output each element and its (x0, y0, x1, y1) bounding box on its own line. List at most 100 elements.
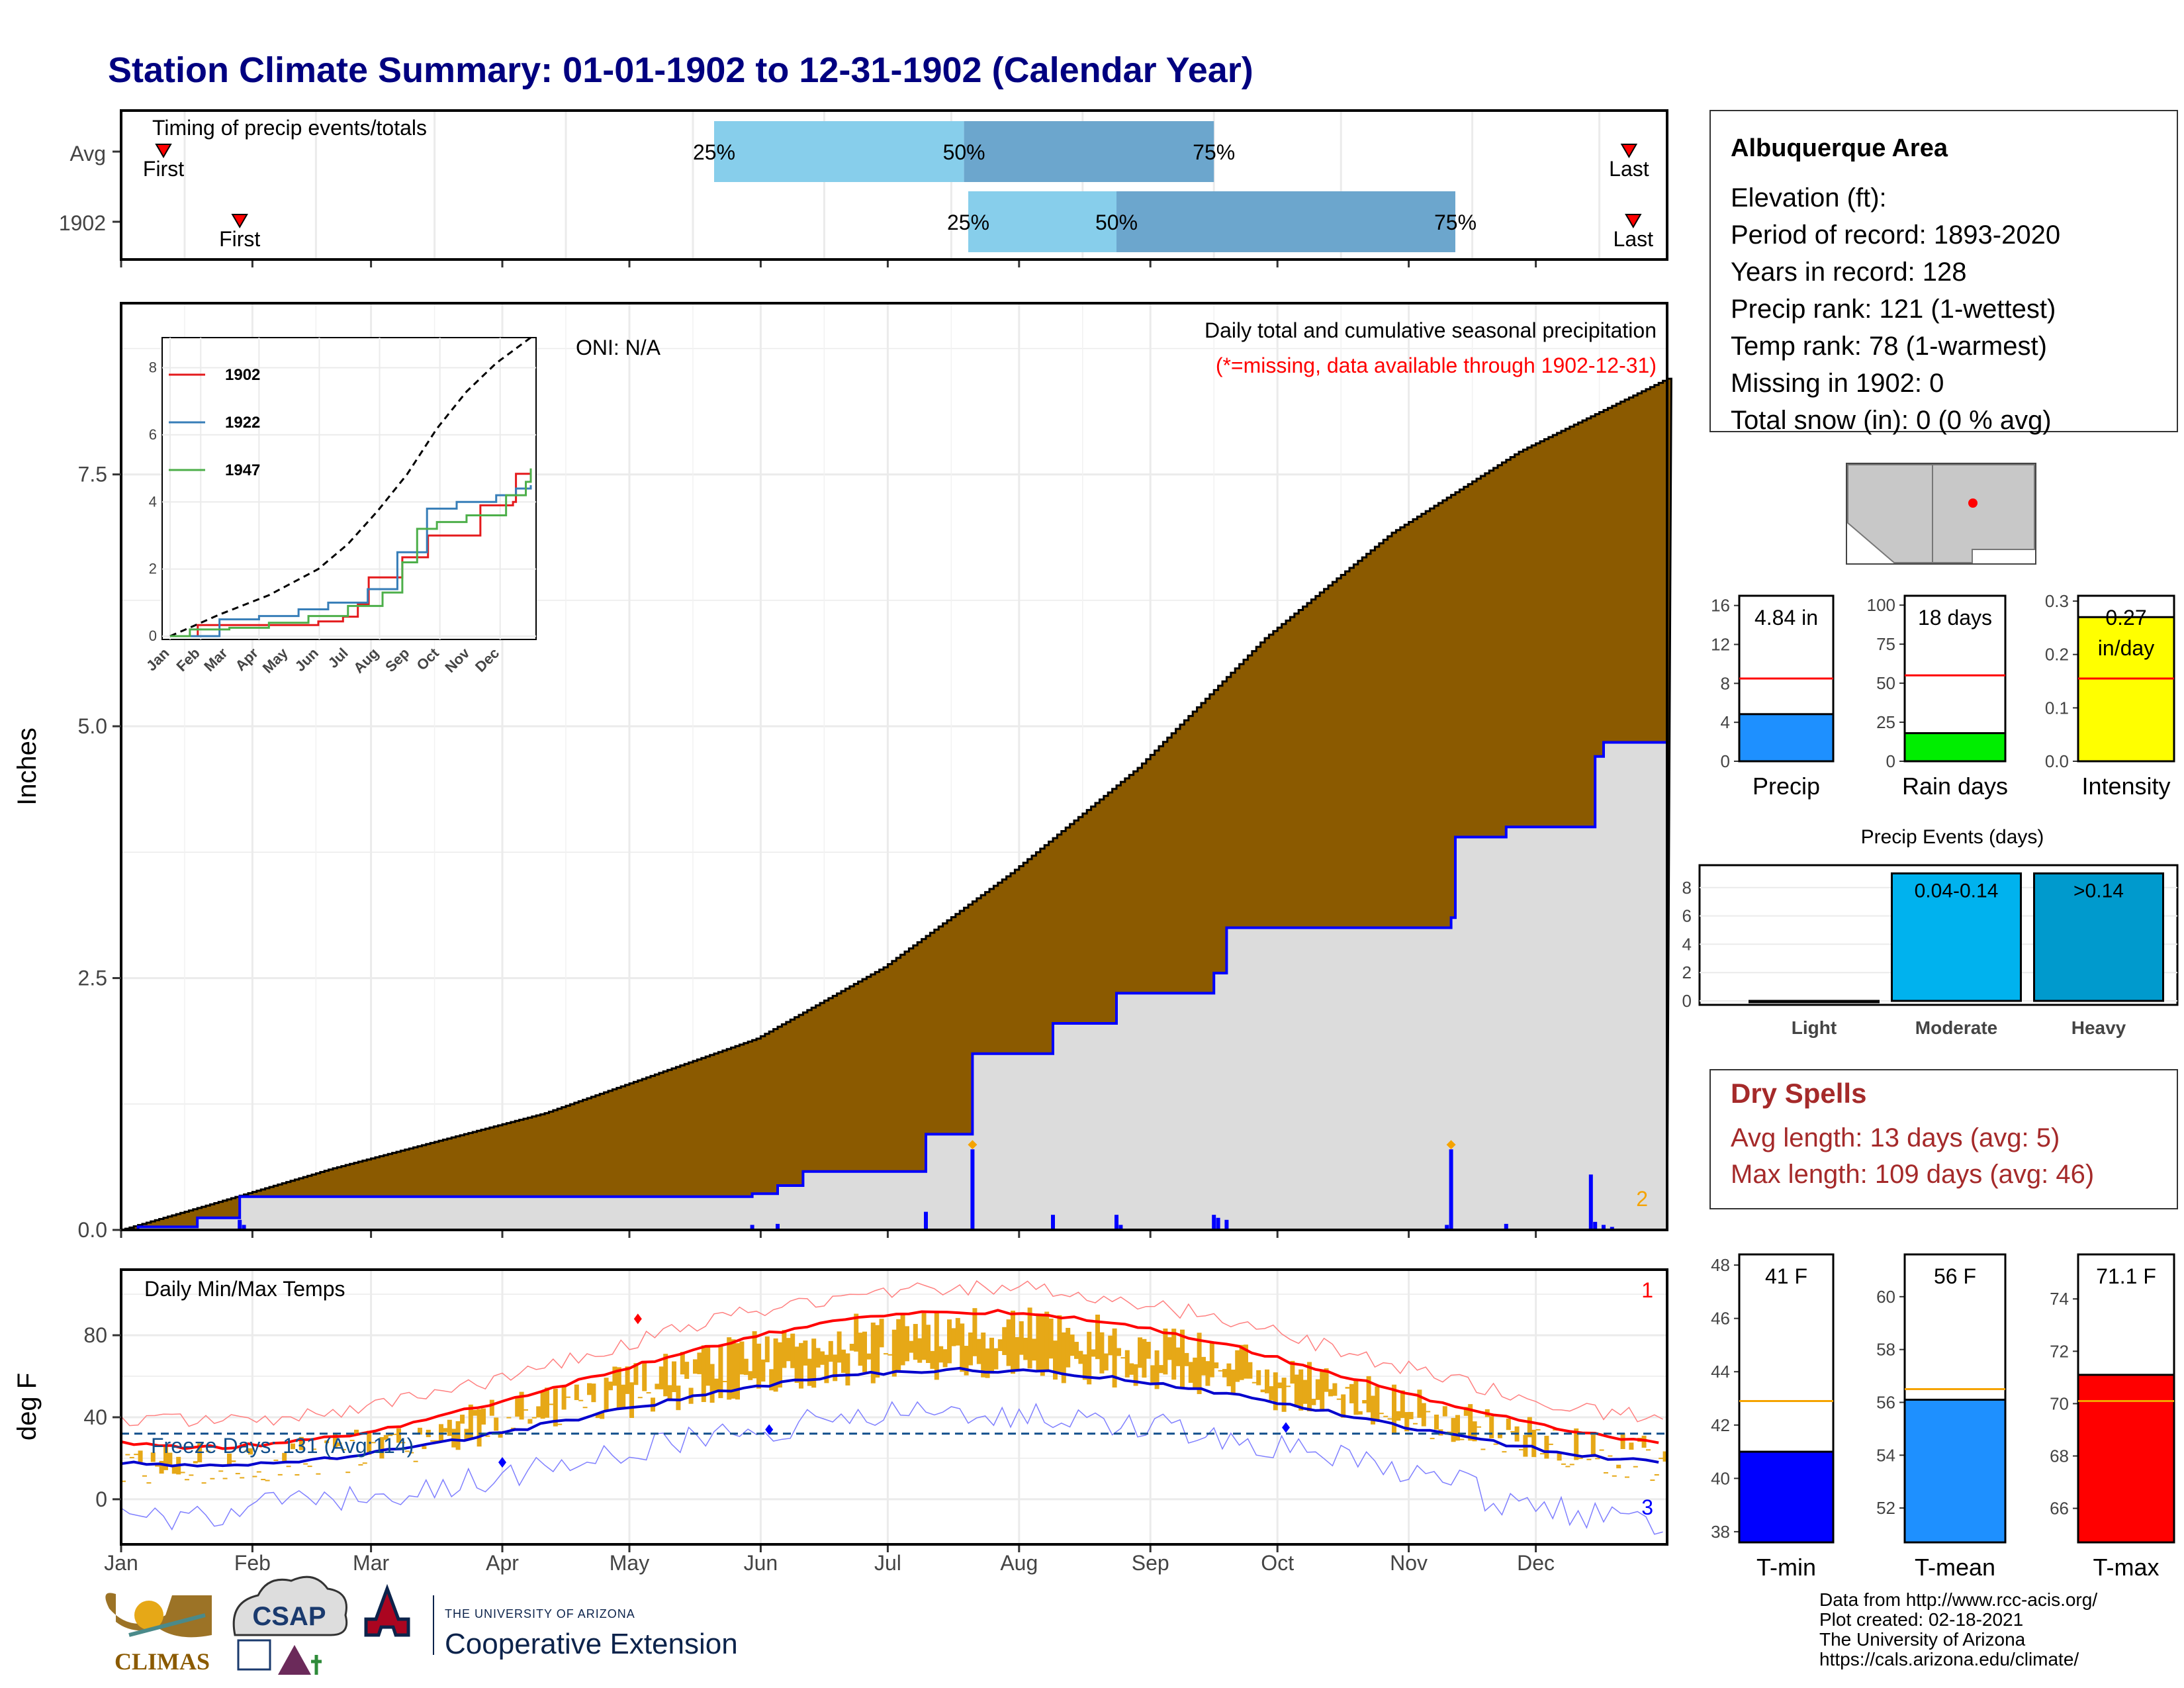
month-label: Mar (353, 1551, 389, 1575)
footer-line: The University of Arizona (1819, 1629, 2026, 1650)
daily-temp-range-bar (400, 1442, 406, 1444)
daily-temp-range-bar (362, 1462, 367, 1464)
daily-temp-range-bar (1519, 1449, 1524, 1451)
y-tick-label: 44 (1711, 1362, 1730, 1382)
dry-spells-avg: Avg length: 13 days (avg: 5) (1731, 1123, 2060, 1152)
daily-temp-range-bar (1290, 1360, 1295, 1384)
daily-temp-range-bar (663, 1354, 668, 1397)
daily-temp-range-bar (824, 1354, 829, 1383)
y-tick-label: 12 (1711, 635, 1730, 655)
daily-temp-range-bar (917, 1338, 923, 1363)
daily-temp-range-bar (595, 1414, 600, 1419)
daily-temp-range-bar (282, 1452, 287, 1464)
daily-temp-range-bar (349, 1440, 355, 1442)
temp-label: Daily Min/Max Temps (144, 1277, 345, 1301)
daily-temp-range-bar (345, 1472, 351, 1474)
daily-temp-range-bar (1251, 1382, 1257, 1383)
y-tick-label: 40 (1711, 1468, 1730, 1488)
daily-temp-range-bar (197, 1443, 203, 1463)
events-bar-label: 0.04-0.14 (1915, 880, 1999, 902)
inset-line-1922 (170, 485, 532, 637)
daily-temp-range-bar (1171, 1329, 1177, 1380)
daily-temp-range-bar (764, 1336, 770, 1362)
daily-temp-range-bar (1659, 1458, 1664, 1460)
daily-temp-range-bar (193, 1461, 198, 1464)
daily-temp-range-bar (201, 1482, 206, 1484)
daily-temp-range-bar (1426, 1411, 1431, 1413)
daily-temp-range-bar (1095, 1314, 1100, 1360)
daily-temp-range-bar (1230, 1370, 1236, 1393)
timing-bar-50-75 (964, 121, 1214, 182)
daily-temp-range-bar (1175, 1347, 1181, 1366)
daily-temp-range-bar (1091, 1349, 1096, 1357)
bar-name: Rain days (1902, 773, 2008, 800)
daily-temp-range-bar (616, 1367, 621, 1409)
daily-temp-range-bar (341, 1448, 346, 1450)
daily-temp-range-bar (993, 1348, 999, 1370)
daily-temp-range-bar (684, 1362, 690, 1379)
daily-temp-range-bar (222, 1477, 228, 1479)
daily-temp-range-bar (909, 1340, 914, 1353)
daily-temp-range-bar (1078, 1350, 1083, 1364)
daily-temp-range-bar (1197, 1333, 1202, 1394)
inset-month-label: Feb (173, 645, 203, 675)
daily-temp-range-bar (460, 1415, 465, 1424)
daily-temp-range-bar (1265, 1369, 1269, 1393)
daily-temp-range-bar (655, 1383, 660, 1389)
daily-temp-range-bar (1569, 1464, 1574, 1466)
daily-temp-range-bar (1167, 1337, 1172, 1360)
daily-temp-range-bar (379, 1436, 385, 1459)
daily-temp-range-bar (854, 1313, 859, 1352)
daily-temp-range-bar (167, 1452, 173, 1466)
daily-temp-range-bar (960, 1323, 965, 1372)
info-line: Elevation (ft): (1731, 183, 1887, 212)
y-tick-label: 0.0 (78, 1218, 107, 1242)
value-bar (1738, 713, 1835, 763)
daily-precip-bar (1449, 1149, 1453, 1230)
daily-temp-range-bar (1502, 1451, 1507, 1453)
daily-temp-range-bar (811, 1338, 817, 1388)
daily-temp-range-bar (1662, 1451, 1668, 1462)
timing-panel: Timing of precip events/totals Avg 1902 … (59, 109, 1668, 267)
daily-temp-range-bar (291, 1443, 295, 1450)
y-tick-label: 0 (1682, 991, 1692, 1011)
daily-temp-range-bar (1298, 1369, 1304, 1411)
daily-temp-range-bar (828, 1340, 833, 1362)
daily-temp-range-bar (1307, 1362, 1312, 1412)
daily-temp-range-bar (231, 1460, 236, 1462)
daily-temp-range-bar (858, 1333, 863, 1366)
daily-temp-range-bar (1413, 1423, 1418, 1425)
timing-bar-25-50 (714, 121, 964, 182)
daily-temp-range-bar (782, 1330, 787, 1368)
y-tick-label: 66 (2050, 1499, 2069, 1519)
daily-temp-range-bar (1057, 1315, 1062, 1374)
daily-temp-range-bar (1201, 1356, 1206, 1376)
daily-temp-range-bar (180, 1472, 185, 1474)
daily-temp-range-bar (1574, 1428, 1579, 1460)
y-tick-label: 0 (1886, 751, 1895, 771)
y-tick-label: 80 (83, 1323, 107, 1347)
daily-temp-range-bar (545, 1387, 549, 1418)
daily-precip-bar (1593, 1221, 1598, 1230)
timing-bar-25-50 (968, 191, 1116, 252)
daily-temp-range-bar (934, 1311, 939, 1380)
daily-temp-range-bar (1015, 1336, 1020, 1370)
footer-line: Data from http://www.rcc-acis.org/ (1819, 1589, 2097, 1610)
daily-temp-range-bar (773, 1338, 778, 1392)
daily-temp-range-bar (451, 1429, 457, 1448)
value-bar (1903, 1398, 2007, 1544)
daily-temp-range-bar (506, 1417, 512, 1419)
daily-temp-range-bar (913, 1324, 918, 1360)
daily-temp-range-bar (1595, 1458, 1600, 1460)
timing-p75-label: 75% (1193, 140, 1235, 164)
daily-temp-range-bar (900, 1313, 905, 1366)
month-label: Sep (1132, 1551, 1169, 1575)
daily-temp-range-bar (879, 1319, 884, 1348)
daily-temp-range-bar (1553, 1429, 1558, 1431)
value-bar (1738, 1450, 1835, 1544)
daily-precip-bar (1118, 1225, 1123, 1230)
daily-temp-range-bar (989, 1337, 994, 1374)
daily-temp-range-bar (659, 1366, 664, 1389)
daily-temp-range-bar (743, 1358, 749, 1376)
daily-temp-range-bar (1468, 1404, 1473, 1441)
